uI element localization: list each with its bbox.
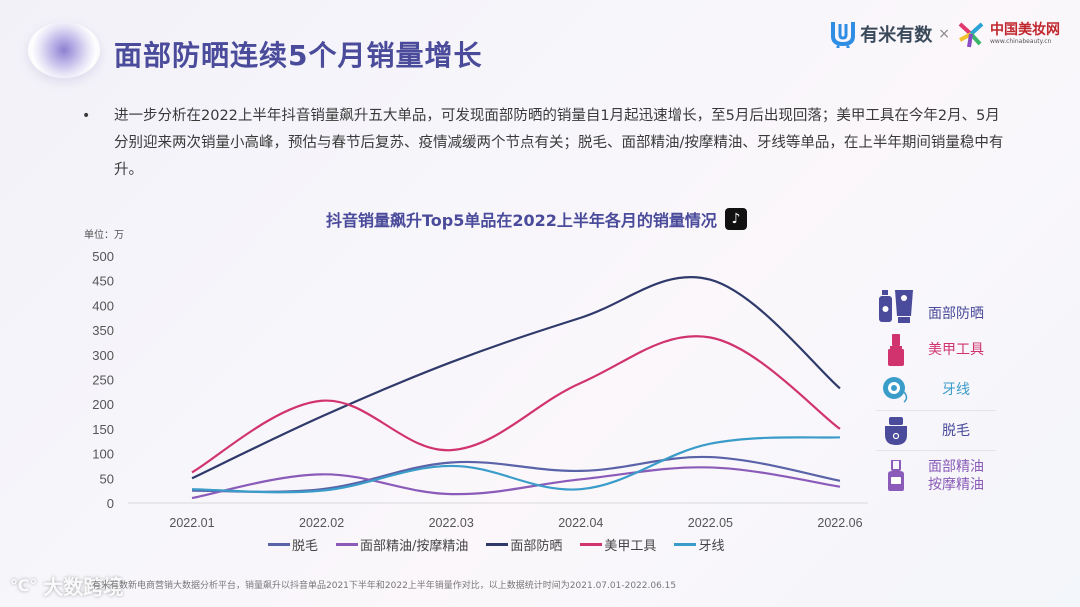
legend-item: 牙线 <box>674 535 724 554</box>
side-legend-label: 美甲工具 <box>928 342 984 358</box>
side-legend-label: 脱毛 <box>942 422 970 439</box>
legend-item: 美甲工具 <box>580 535 656 554</box>
watermark: ℃° 大数跨境 <box>10 571 123 600</box>
chart-title: 抖音销量飙升Top5单品在2022上半年各月的销量情况 ♪ <box>326 207 747 231</box>
legend-swatch <box>580 543 603 546</box>
y-tick-label: 100 <box>92 447 114 462</box>
oil-bottle-icon <box>876 459 916 492</box>
watermark-logo-icon: ℃° <box>10 576 38 595</box>
flower-logo-icon <box>28 22 100 78</box>
watermark-text: 大数跨境 <box>43 575 124 599</box>
x-tick-label: 2022.06 <box>817 516 862 530</box>
side-legend-item-sunscreen: 面部防晒 <box>876 286 996 330</box>
legend-item: 脱毛 <box>268 535 318 554</box>
legend-label: 美甲工具 <box>604 539 657 554</box>
y-tick-label: 450 <box>92 274 114 289</box>
legend-label: 面部防晒 <box>510 539 563 554</box>
y-tick-label: 50 <box>100 471 114 486</box>
side-legend-item-epilator: 脱毛 <box>876 410 996 450</box>
series-line <box>191 275 841 480</box>
y-tick-label: 250 <box>92 373 114 388</box>
legend-label: 面部精油/按摩精油 <box>360 539 469 554</box>
legend-item: 面部防晒 <box>486 535 562 554</box>
legend-swatch <box>486 543 509 546</box>
y-tick-label: 200 <box>92 397 114 412</box>
brand-primary-name: 有米有数 <box>860 25 933 46</box>
chart-legend: 脱毛 面部精油/按摩精油 面部防晒 美甲工具 牙线 <box>268 535 724 554</box>
epilator-icon <box>876 416 916 445</box>
x-tick-label: 2022.01 <box>169 516 214 530</box>
brand-secondary-name: 中国美妆网 <box>990 22 1060 38</box>
side-legend-item-floss: 牙线 <box>876 370 996 410</box>
series-line <box>191 436 841 494</box>
series-line <box>191 466 841 500</box>
bullet-dot: • <box>82 108 91 124</box>
side-legend-item-oil: 面部精油 按摩精油 <box>876 450 996 500</box>
series-line <box>191 455 841 493</box>
brand-secondary-url: www.chinabeauty.cn <box>990 38 1052 45</box>
tiktok-icon: ♪ <box>724 208 747 230</box>
x-tick-label: 2022.04 <box>558 516 603 530</box>
chinabeauty-logo-icon <box>958 22 984 48</box>
side-legend-label: 面部防晒 <box>928 306 984 322</box>
side-legend-label: 牙线 <box>942 382 970 398</box>
brand-separator: × <box>938 26 950 42</box>
data-source-note: 有米有数新电商营销大数据分析平台，销量飙升以抖音单品2021下半年和2022上半… <box>92 581 677 591</box>
legend-swatch <box>674 543 697 546</box>
dental-floss-icon <box>876 376 916 404</box>
y-tick-label: 150 <box>92 422 114 437</box>
y-tick-label: 300 <box>92 348 114 363</box>
sunscreen-icon <box>876 290 916 326</box>
side-legend: 面部防晒 美甲工具 牙线 <box>876 286 996 500</box>
page-title: 面部防晒连续5个月销量增长 <box>114 39 483 72</box>
unit-label: 单位：万 <box>84 230 124 241</box>
y-tick-label: 500 <box>92 249 114 264</box>
legend-label: 脱毛 <box>292 539 319 554</box>
side-legend-label-line1: 面部精油 <box>928 458 984 475</box>
youmi-logo-icon <box>831 22 856 48</box>
nail-polish-icon <box>876 334 916 366</box>
x-tick-label: 2022.03 <box>429 516 474 530</box>
series-line <box>191 335 841 474</box>
side-legend-item-nail-tools: 美甲工具 <box>876 330 996 370</box>
y-tick-label: 400 <box>92 298 114 313</box>
x-tick-label: 2022.05 <box>688 516 733 530</box>
brand-secondary: 中国美妆网 www.chinabeauty.cn <box>990 23 1060 45</box>
summary-bullet: • 进一步分析在2022上半年抖音销量飙升五大单品，可发现面部防晒的销量自1月起… <box>82 103 1012 184</box>
side-legend-label: 面部精油 按摩精油 <box>916 458 996 494</box>
summary-text: 进一步分析在2022上半年抖音销量飙升五大单品，可发现面部防晒的销量自1月起迅速… <box>114 108 1004 178</box>
legend-label: 牙线 <box>698 539 725 554</box>
y-tick-label: 350 <box>92 323 114 338</box>
legend-item: 面部精油/按摩精油 <box>336 535 468 554</box>
legend-swatch <box>268 543 290 546</box>
x-tick-label: 2022.02 <box>299 516 344 530</box>
legend-swatch <box>336 543 359 546</box>
y-tick-label: 0 <box>107 496 114 511</box>
brand-logos: 有米有数 × 中国美妆网 www.chinabeauty.cn <box>830 20 1060 48</box>
side-legend-label-line2: 按摩精油 <box>928 476 984 493</box>
chart-title-text: 抖音销量飙升Top5单品在2022上半年各月的销量情况 <box>326 211 717 230</box>
